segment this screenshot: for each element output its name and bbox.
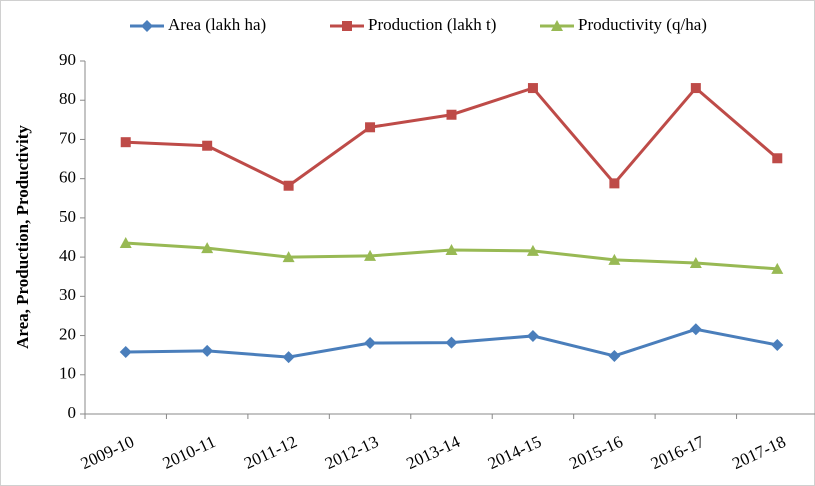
legend-marker — [342, 21, 352, 31]
data-point — [283, 180, 294, 191]
data-point — [689, 323, 702, 336]
legend-label: Area (lakh ha) — [168, 15, 266, 34]
y-tick-label: 90 — [59, 50, 76, 69]
data-point — [364, 337, 377, 350]
legend-marker — [551, 20, 563, 31]
data-point — [119, 236, 132, 248]
data-point — [690, 83, 701, 94]
data-point — [201, 242, 214, 254]
data-point — [527, 83, 538, 94]
y-tick-label: 50 — [59, 207, 76, 226]
data-point — [202, 140, 213, 151]
y-tick-label: 20 — [59, 324, 76, 343]
data-point — [526, 329, 539, 342]
y-tick-label: 60 — [59, 168, 76, 187]
y-tick-label: 0 — [68, 403, 77, 422]
data-point — [689, 256, 702, 268]
y-tick-label: 10 — [59, 364, 76, 383]
data-point — [119, 346, 132, 359]
data-point — [772, 153, 783, 164]
data-point — [609, 178, 620, 189]
data-point — [771, 338, 784, 351]
legend-label: Productivity (q/ha) — [578, 15, 707, 34]
data-point — [608, 253, 621, 265]
data-point — [364, 249, 377, 261]
data-point — [282, 351, 295, 364]
data-point — [445, 336, 458, 349]
data-point — [771, 262, 784, 274]
data-point — [282, 251, 295, 263]
y-tick-label: 80 — [59, 89, 76, 108]
legend-marker — [141, 20, 153, 32]
legend-label: Production (lakh t) — [368, 15, 496, 34]
y-tick-label: 30 — [59, 285, 76, 304]
data-point — [201, 344, 214, 357]
data-point — [608, 349, 621, 362]
data-point — [446, 109, 457, 120]
y-tick-label: 70 — [59, 128, 76, 147]
data-point — [365, 122, 376, 133]
y-axis-label: Area, Production, Productivity — [13, 125, 32, 349]
y-tick-label: 40 — [59, 246, 76, 265]
data-point — [445, 244, 458, 256]
data-point — [526, 244, 539, 256]
data-point — [120, 137, 131, 148]
